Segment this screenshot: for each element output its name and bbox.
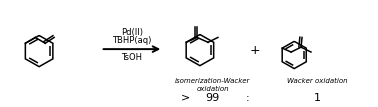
Text: Wacker oxidation: Wacker oxidation [287,78,347,84]
Text: :: : [246,93,249,103]
Text: +: + [249,44,260,57]
Text: >: > [180,93,190,103]
Text: 1: 1 [314,93,321,103]
Text: 99: 99 [206,93,220,103]
Text: TBHP(aq): TBHP(aq) [112,36,152,45]
Text: isomerization-Wacker
oxidation: isomerization-Wacker oxidation [175,78,251,92]
Text: TsOH: TsOH [121,53,143,62]
Text: Pd(II): Pd(II) [121,28,143,37]
